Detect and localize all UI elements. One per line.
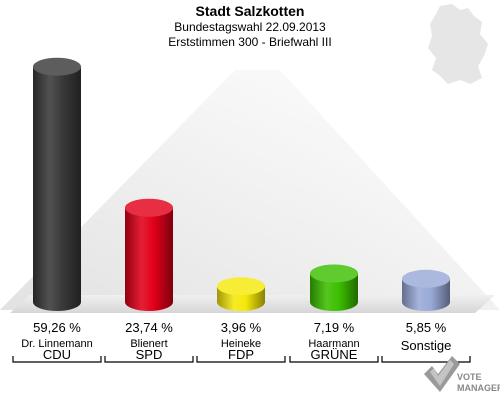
value-label-sonstige: 5,85 % [406, 320, 447, 335]
value-label-fdp: 3,96 % [221, 320, 262, 335]
label-bracket-fdp [196, 356, 286, 363]
party-label-cdu: CDU [43, 347, 71, 362]
candidate-label-grne: Haarmann [308, 338, 359, 350]
bar-group [33, 57, 450, 312]
chart-subtitle-district: Erststimmen 300 - Briefwahl III [168, 35, 331, 49]
bar-cap-grne [310, 264, 358, 283]
candidate-label-cdu: Dr. Linnemann [21, 338, 93, 350]
label-bracket-spd [104, 356, 194, 363]
party-label-fdp: FDP [228, 347, 254, 362]
bar-grne [310, 264, 358, 311]
label-bracket-grne [289, 356, 379, 363]
bar-body-sonstige [402, 278, 450, 311]
chart-subtitle-date: Bundestagswahl 22.09.2013 [174, 20, 326, 34]
bar-cap-spd [125, 198, 173, 217]
bar-fdp [217, 277, 265, 311]
bar-sonstige [402, 269, 450, 311]
vote-manager-logo: VOTE MANAGER [424, 356, 500, 393]
value-label-cdu: 59,26 % [33, 320, 81, 335]
chart-title: Stadt Salzkotten [196, 3, 305, 19]
label-bracket-sonstige [381, 356, 471, 363]
value-label-spd: 23,74 % [125, 320, 173, 335]
label-bracket-cdu [12, 356, 102, 363]
brand-line-1: VOTE [457, 372, 482, 382]
bar-spd [125, 198, 173, 311]
value-label-grne: 7,19 % [314, 320, 355, 335]
brand-line-2: MANAGER [457, 383, 500, 393]
party-label-grne: GRÜNE [311, 347, 358, 362]
bar-body-cdu [33, 66, 81, 312]
bar-cap-sonstige [402, 269, 450, 288]
bar-cap-cdu [33, 57, 81, 76]
bar-cap-fdp [217, 277, 265, 296]
germany-map-silhouette [428, 4, 488, 84]
bar-body-grne [310, 273, 358, 311]
bar-cdu [33, 57, 81, 312]
candidate-label-spd: Blienert [130, 338, 167, 350]
checkmark-icon [424, 356, 460, 392]
candidate-label-fdp: Heineke [221, 338, 261, 350]
party-label-sonstige: Sonstige [401, 338, 452, 353]
party-label-spd: SPD [136, 347, 163, 362]
bar-body-spd [125, 207, 173, 311]
